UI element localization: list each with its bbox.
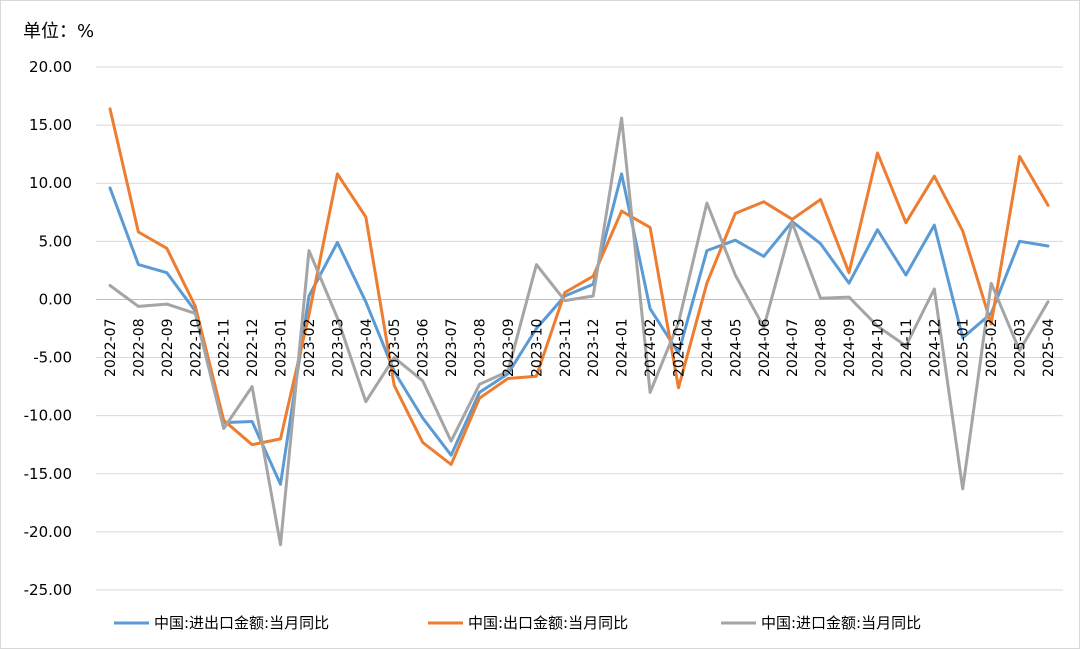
y-tick-label: -25.00: [24, 581, 72, 599]
x-tick-label: 2022-08: [131, 318, 147, 377]
y-tick-label: -20.00: [24, 523, 72, 541]
x-tick-label: 2024-04: [700, 318, 716, 377]
x-tick-label: 2025-01: [956, 318, 972, 377]
y-tick-label: 15.00: [29, 116, 72, 134]
y-tick-label: -15.00: [24, 465, 72, 483]
x-tick-label: 2025-03: [1013, 319, 1029, 377]
x-tick-label: 2025-04: [1041, 318, 1057, 377]
x-tick-label: 2023-09: [501, 318, 517, 377]
legend: 中国:进出口金额:当月同比 中国:出口金额:当月同比 中国:进口金额:当月同比: [114, 614, 921, 632]
y-tick-label: 5.00: [39, 232, 72, 250]
x-tick-label: 2023-07: [444, 319, 460, 378]
x-tick-label: 2023-10: [529, 319, 545, 378]
x-tick-label: 2024-01: [615, 318, 631, 377]
x-tick-label: 2024-05: [728, 318, 744, 377]
x-tick-label: 2023-05: [387, 318, 403, 377]
x-tick-label: 2024-06: [757, 318, 773, 377]
x-tick-label: 2024-08: [814, 318, 830, 377]
x-tick-label: 2025-02: [984, 319, 1000, 378]
x-tick-label: 2022-11: [217, 319, 233, 377]
x-tick-label: 2024-03: [672, 319, 688, 378]
y-tick-label: 20.00: [29, 58, 72, 76]
legend-label-2: 中国:出口金额:当月同比: [468, 614, 628, 632]
x-tick-label: 2024-02: [643, 319, 659, 378]
x-tick-label: 2023-12: [586, 318, 602, 377]
x-axis-ticks: 2022-07 2022-08 2022-09 2022-10 2022-11 2022-…: [103, 318, 1057, 377]
x-tick-label: 2022-12: [245, 318, 261, 377]
legend-label-3: 中国:进口金额:当月同比: [761, 614, 921, 632]
unit-label: 单位：%: [23, 21, 94, 42]
x-tick-label: 2024-07: [785, 319, 801, 378]
grid-lines: [96, 66, 1063, 591]
y-tick-label: 10.00: [29, 174, 72, 192]
x-tick-label: 2023-11: [558, 319, 574, 378]
x-tick-label: 2023-08: [473, 318, 489, 377]
x-tick-label: 2023-06: [416, 318, 432, 377]
y-tick-label: 0.00: [39, 290, 72, 308]
x-tick-label: 2024-12: [927, 318, 943, 377]
y-tick-label: -5.00: [33, 349, 72, 367]
series-line-3: [108, 116, 1050, 547]
x-tick-label: 2024-11: [899, 319, 915, 378]
series-lines: [108, 107, 1050, 547]
x-tick-label: 2022-07: [103, 319, 119, 378]
y-tick-label: -10.00: [24, 407, 72, 425]
x-tick-label: 2023-02: [302, 319, 318, 378]
series-line-2: [108, 107, 1050, 466]
x-tick-label: 2024-09: [842, 318, 858, 377]
y-axis-ticks: 20.00 15.00 10.00 5.00 0.00 -5.00 -10.00 -15.00…: [24, 58, 72, 599]
x-tick-label: 2022-09: [160, 318, 176, 377]
x-tick-label: 2022-10: [188, 319, 204, 378]
x-tick-label: 2023-03: [330, 319, 346, 378]
x-tick-label: 2024-10: [871, 319, 887, 378]
series-line-1: [108, 172, 1050, 486]
x-tick-label: 2023-01: [274, 318, 290, 377]
x-tick-label: 2023-04: [359, 318, 375, 377]
legend-label-1: 中国:进出口金额:当月同比: [154, 614, 329, 632]
